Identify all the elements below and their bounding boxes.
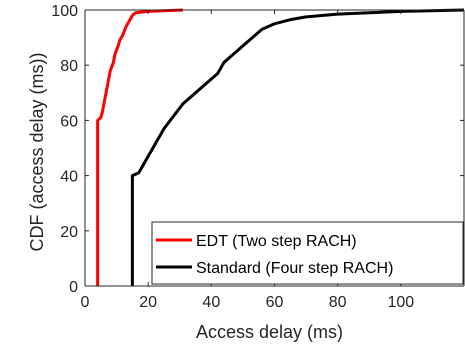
series-line-1	[96, 8, 183, 286]
legend-label-2: Standard (Four step RACH)	[196, 260, 393, 277]
x-axis-label: Access delay (ms)	[196, 322, 343, 342]
x-tick-label: 80	[329, 294, 347, 311]
y-axis-label: CDF (access delay (ms))	[27, 52, 47, 251]
legend-label-1: EDT (Two step RACH)	[196, 233, 357, 250]
y-tick-label: 20	[60, 224, 78, 241]
y-tick-label: 0	[69, 279, 78, 296]
x-tick-label: 20	[139, 294, 157, 311]
x-tick-label: 0	[81, 294, 90, 311]
y-tick-label: 100	[51, 3, 78, 20]
x-tick-label: 40	[202, 294, 220, 311]
y-tick-label: 40	[60, 169, 78, 186]
legend-box	[151, 221, 464, 285]
x-tick-label: 60	[266, 294, 284, 311]
y-tick-label: 80	[60, 58, 78, 75]
series-line-2	[130, 8, 465, 286]
x-tick-label: 100	[387, 294, 414, 311]
y-tick-label: 60	[60, 113, 78, 130]
